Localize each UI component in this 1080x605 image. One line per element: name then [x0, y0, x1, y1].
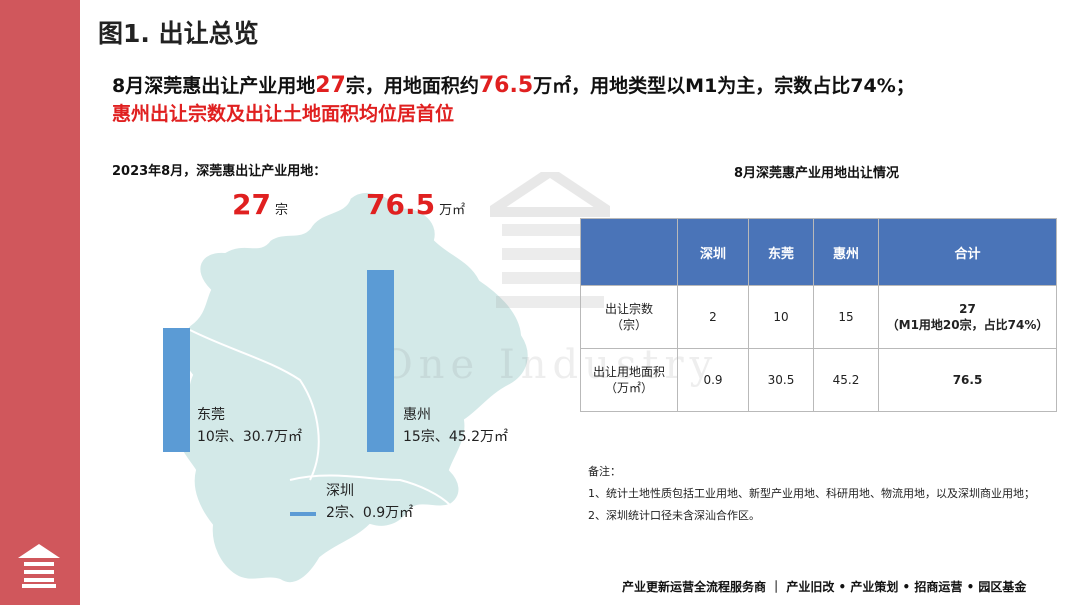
total-area-value: 76.5	[366, 188, 436, 221]
table-title: 8月深莞惠产业用地出让情况	[734, 166, 900, 181]
headline-line-2: 惠州出让宗数及出让土地面积均位居首位	[112, 103, 455, 125]
total-area-figure: 76.5 万㎡	[366, 188, 465, 221]
headline: 8月深莞惠出让产业用地27宗，用地面积约76.5万㎡，用地类型以M1为主，宗数占…	[112, 72, 915, 128]
page-title: 图1. 出让总览	[98, 19, 259, 48]
total-area-unit: 万㎡	[439, 203, 466, 218]
note-item: 2、深圳统计口径未含深汕合作区。	[588, 509, 760, 522]
bar-label-name: 惠州	[403, 407, 431, 423]
table-cell: 15	[813, 285, 879, 349]
note-item: 1、统计土地性质包括工业用地、新型产业用地、科研用地、物流用地，以及深圳商业用地…	[588, 487, 1035, 500]
table-cell: 10	[748, 285, 814, 349]
headline-count: 27	[315, 73, 346, 98]
table-header-cell: 深圳	[677, 218, 749, 286]
table-total-cell: 27 （M1用地20宗，占比74%）	[878, 285, 1057, 349]
watermark-logo-icon	[490, 172, 610, 308]
bar-label: 深圳 2宗、0.9万㎡	[326, 480, 413, 524]
total-count-figure: 27 宗	[232, 188, 288, 221]
table-row: 出让宗数 （宗） 2 10 15 27 （M1用地20宗，占比74%）	[580, 285, 1057, 349]
headline-line-1: 8月深莞惠出让产业用地27宗，用地面积约76.5万㎡，用地类型以M1为主，宗数占…	[112, 72, 915, 100]
bar-huizhou	[367, 270, 394, 452]
table-header-cell: 惠州	[813, 218, 879, 286]
footer-tagline: 产业更新运营全流程服务商 ｜ 产业旧改 • 产业策划 • 招商运营 • 园区基金	[622, 580, 1027, 594]
table-row: 出让用地面积 （万㎡） 0.9 30.5 45.2 76.5	[580, 348, 1057, 412]
table-cell: 45.2	[813, 348, 879, 412]
headline-prefix: 8月深莞惠出让产业用地	[112, 75, 316, 97]
notes: 备注： 1、统计土地性质包括工业用地、新型产业用地、科研用地、物流用地，以及深圳…	[588, 464, 1038, 524]
headline-area: 76.5	[478, 73, 534, 98]
row-label: 出让用地面积 （万㎡）	[580, 348, 678, 412]
table-cell: 30.5	[748, 348, 814, 412]
bar-label-name: 深圳	[326, 483, 354, 499]
bar-label-name: 东莞	[197, 407, 225, 423]
table-header-cell: 东莞	[748, 218, 814, 286]
row-label: 出让宗数 （宗）	[580, 285, 678, 349]
notes-title: 备注：	[588, 465, 621, 478]
table-cell: 2	[677, 285, 749, 349]
table-header-row: 深圳 东莞 惠州 合计	[580, 218, 1057, 286]
table-header-cell: 合计	[878, 218, 1057, 286]
map-shape	[175, 191, 530, 585]
bar-dongguan	[163, 328, 190, 452]
land-transfer-table: 深圳 东莞 惠州 合计 出让宗数 （宗） 2 10 15 27 （M1用地20宗…	[580, 218, 1057, 412]
brand-logo-icon	[18, 544, 60, 588]
headline-mid-1: 宗，用地面积约	[345, 75, 479, 97]
total-count-value: 27	[232, 188, 271, 221]
bar-label-detail: 10宗、30.7万㎡	[197, 429, 302, 445]
bar-shenzhen	[290, 512, 316, 516]
map-boundary-1	[189, 329, 320, 481]
sidebar-band	[0, 0, 80, 605]
bar-label: 惠州 15宗、45.2万㎡	[403, 404, 508, 448]
table-header-cell-blank	[580, 218, 678, 286]
bar-label: 东莞 10宗、30.7万㎡	[197, 404, 302, 448]
bar-label-detail: 2宗、0.9万㎡	[326, 505, 414, 521]
summary-subtitle: 2023年8月，深莞惠出让产业用地：	[112, 164, 327, 179]
map-boundary-2	[289, 474, 451, 506]
table-cell: 0.9	[677, 348, 749, 412]
headline-mid-2: 万㎡，用地类型以M1为主，宗数占比74%；	[533, 75, 915, 97]
bar-label-detail: 15宗、45.2万㎡	[403, 429, 508, 445]
region-map	[175, 191, 530, 585]
table-total-cell: 76.5	[878, 348, 1057, 412]
total-count-unit: 宗	[274, 203, 288, 218]
